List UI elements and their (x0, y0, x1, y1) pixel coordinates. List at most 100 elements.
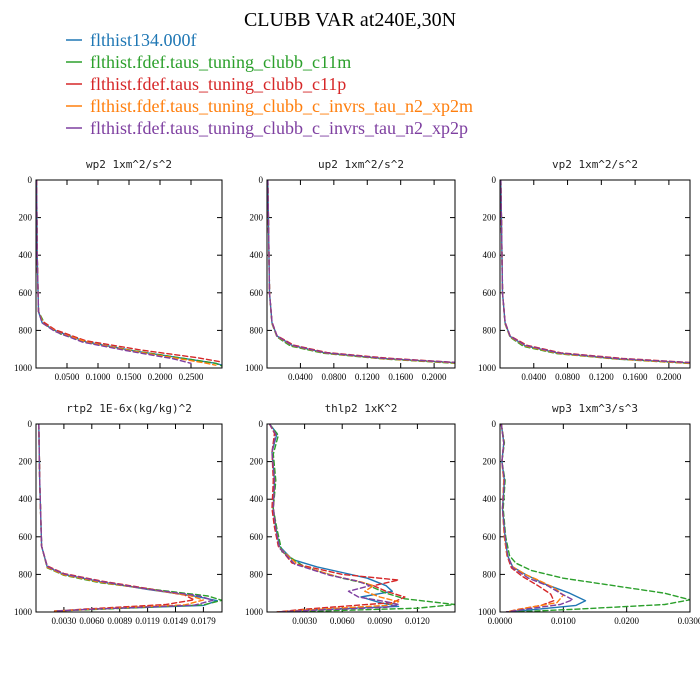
y-tick-label: 0 (492, 419, 497, 429)
y-tick-label: 400 (19, 250, 33, 260)
y-tick-label: 0 (259, 419, 264, 429)
y-tick-label: 0 (492, 175, 497, 185)
x-tick-label: 0.0030 (52, 616, 77, 626)
x-tick-label: 0.0500 (55, 372, 80, 382)
series-line (500, 424, 574, 612)
y-tick-label: 1000 (245, 607, 264, 617)
curves (500, 424, 690, 612)
y-tick-label: 0 (28, 175, 33, 185)
y-tick-label: 800 (19, 569, 33, 579)
y-tick-label: 600 (250, 288, 264, 298)
x-tick-label: 0.0200 (614, 616, 639, 626)
panel-frame (499, 423, 691, 613)
y-tick-label: 200 (250, 457, 264, 467)
y-tick-label: 400 (483, 494, 497, 504)
x-tick-label: 0.2000 (148, 372, 173, 382)
legend: flthist134.000fflthist.fdef.taus_tuning_… (66, 30, 473, 138)
x-tick-label: 0.2000 (657, 372, 682, 382)
series-line (268, 424, 455, 612)
panel: vp2 1xm^2/s^2 0 200 400 600 800 1000 0.0400 0.08… (478, 158, 691, 382)
x-tick-label: 0.1200 (355, 372, 380, 382)
panel-frame (35, 179, 223, 369)
y-tick-label: 600 (19, 288, 33, 298)
x-tick-label: 0.0800 (321, 372, 346, 382)
panel-frame (499, 179, 691, 369)
x-tick-label: 0.1000 (86, 372, 111, 382)
panels: wp2 1xm^2/s^2 0 200 400 600 800 1000 0.0500 0.10… (14, 158, 700, 626)
series-line (267, 180, 455, 364)
y-tick-label: 1000 (14, 363, 33, 373)
y-tick-label: 200 (250, 213, 264, 223)
legend-entry: flthist134.000f (90, 30, 197, 50)
figure-title: CLUBB VAR at240E,30N (244, 9, 456, 31)
panel-frame (266, 179, 456, 369)
y-tick-label: 800 (19, 325, 33, 335)
series-line (38, 424, 214, 612)
x-tick-label: 0.0000 (488, 616, 513, 626)
series-line (36, 180, 192, 364)
y-tick-label: 1000 (245, 363, 264, 373)
curves (36, 180, 222, 367)
legend-entry: flthist.fdef.taus_tuning_clubb_c_invrs_t… (90, 118, 468, 138)
y-tick-label: 400 (250, 494, 264, 504)
y-tick-label: 1000 (14, 607, 33, 617)
panel-title: vp2 1xm^2/s^2 (552, 158, 638, 171)
y-tick-label: 400 (19, 494, 33, 504)
x-tick-label: 0.0119 (135, 616, 160, 626)
panel-frame (35, 423, 223, 613)
x-tick-label: 0.0120 (405, 616, 430, 626)
legend-entry: flthist.fdef.taus_tuning_clubb_c_invrs_t… (90, 96, 473, 116)
series-line (36, 180, 222, 363)
x-tick-label: 0.1600 (388, 372, 413, 382)
x-tick-label: 0.0400 (521, 372, 546, 382)
y-tick-label: 0 (259, 175, 264, 185)
x-tick-label: 0.0100 (551, 616, 576, 626)
y-tick-label: 400 (483, 250, 497, 260)
y-tick-label: 200 (19, 457, 33, 467)
legend-entry: flthist.fdef.taus_tuning_clubb_c11m (90, 52, 351, 72)
y-tick-label: 800 (483, 325, 497, 335)
panel-frame (266, 423, 456, 613)
panel: up2 1xm^2/s^2 0 200 400 600 800 1000 0.0400 0.08… (245, 158, 456, 382)
x-tick-label: 0.1200 (589, 372, 614, 382)
x-tick-label: 0.0300 (678, 616, 700, 626)
curves (268, 424, 455, 612)
y-tick-label: 800 (483, 569, 497, 579)
x-tick-label: 0.0800 (555, 372, 580, 382)
y-tick-label: 200 (483, 213, 497, 223)
x-tick-label: 0.0400 (288, 372, 313, 382)
legend-entry: flthist.fdef.taus_tuning_clubb_c11p (90, 74, 346, 94)
y-tick-label: 600 (19, 532, 33, 542)
x-tick-label: 0.1500 (117, 372, 142, 382)
x-tick-label: 0.0149 (163, 616, 188, 626)
curves (267, 180, 455, 364)
curves (38, 424, 222, 612)
y-tick-label: 200 (19, 213, 33, 223)
series-line (500, 180, 690, 364)
panel: wp2 1xm^2/s^2 0 200 400 600 800 1000 0.0500 0.10… (14, 158, 223, 382)
curves (500, 180, 690, 365)
x-tick-label: 0.1600 (623, 372, 648, 382)
x-tick-label: 0.0030 (292, 616, 317, 626)
x-tick-label: 0.0179 (191, 616, 216, 626)
y-tick-label: 200 (483, 457, 497, 467)
series-line (268, 424, 400, 612)
series-line (500, 424, 690, 612)
y-tick-label: 600 (483, 532, 497, 542)
series-line (38, 424, 195, 612)
x-tick-label: 0.0060 (79, 616, 104, 626)
panel: thlp2 1xK^2 0 200 400 600 800 1000 0.0030 0.0060… (245, 402, 456, 626)
y-tick-label: 600 (250, 532, 264, 542)
panel-title: up2 1xm^2/s^2 (318, 158, 404, 171)
y-tick-label: 0 (28, 419, 33, 429)
y-tick-label: 1000 (478, 363, 497, 373)
panel-title: wp2 1xm^2/s^2 (86, 158, 172, 171)
x-tick-label: 0.0089 (107, 616, 132, 626)
x-tick-label: 0.0090 (367, 616, 392, 626)
y-tick-label: 1000 (478, 607, 497, 617)
y-tick-label: 800 (250, 325, 264, 335)
y-tick-label: 600 (483, 288, 497, 298)
